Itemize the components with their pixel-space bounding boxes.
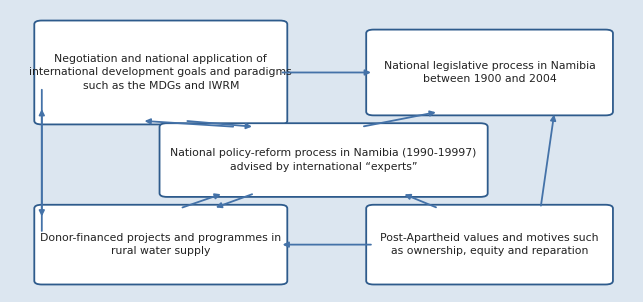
Text: National policy-reform process in Namibia (1990-19997)
advised by international : National policy-reform process in Namibi… <box>170 149 477 172</box>
FancyBboxPatch shape <box>7 0 643 302</box>
FancyBboxPatch shape <box>367 30 613 115</box>
Text: National legislative process in Namibia
between 1900 and 2004: National legislative process in Namibia … <box>384 61 595 84</box>
FancyBboxPatch shape <box>159 123 487 197</box>
Text: Negotiation and national application of
international development goals and para: Negotiation and national application of … <box>30 54 292 91</box>
Text: Donor-financed projects and programmes in
rural water supply: Donor-financed projects and programmes i… <box>41 233 282 256</box>
FancyBboxPatch shape <box>34 21 287 124</box>
FancyBboxPatch shape <box>367 205 613 284</box>
Text: Post-Apartheid values and motives such
as ownership, equity and reparation: Post-Apartheid values and motives such a… <box>380 233 599 256</box>
FancyBboxPatch shape <box>34 205 287 284</box>
